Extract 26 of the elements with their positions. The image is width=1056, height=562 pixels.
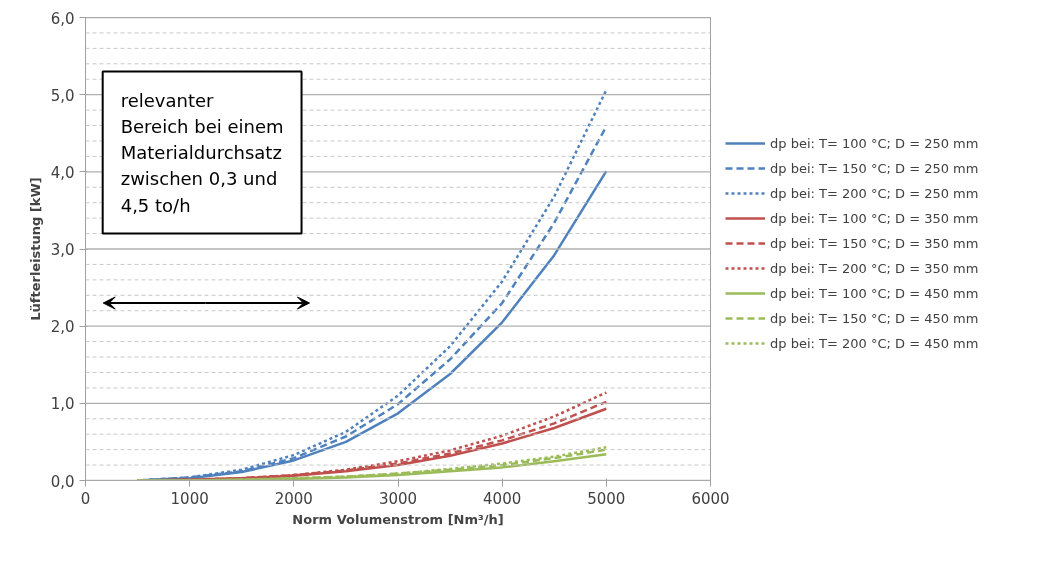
y-tick-label: 3,0: [50, 241, 75, 259]
legend-label: dp bei: T= 200 °C; D = 350 mm: [770, 260, 979, 276]
legend-label: dp bei: T= 150 °C; D = 350 mm: [770, 235, 979, 251]
x-tick-label: 1000: [170, 489, 209, 508]
y-tick-label: 0,0: [50, 472, 75, 491]
x-tick-label: 6000: [691, 489, 730, 508]
legend-label: dp bei: T= 100 °C; D = 250 mm: [770, 135, 979, 151]
legend-label: dp bei: T= 100 °C; D = 450 mm: [770, 285, 979, 301]
x-tick-label: 0: [80, 489, 91, 508]
legend-label: dp bei: T= 150 °C; D = 450 mm: [770, 310, 979, 326]
y-axis-title: Lüfterleistung [kW]: [27, 177, 43, 321]
legend-label: dp bei: T= 100 °C; D = 350 mm: [770, 210, 979, 226]
y-tick-label: 2,0: [50, 318, 75, 337]
x-tick-label: 3000: [378, 489, 418, 508]
legend-label: dp bei: T= 200 °C; D = 250 mm: [770, 185, 979, 201]
y-tick-label: 5,0: [50, 86, 75, 105]
x-tick-label: 2000: [274, 489, 313, 508]
annotation: relevanter Bereich bei einem Materialdurchsatz zwischen 0,3 und 4,5 to/h: [120, 89, 284, 216]
y-tick-label: 1,0: [50, 395, 75, 414]
x-axis-title: Norm Volumenstrom [Nm³/h]: [292, 511, 504, 527]
y-tick-label: 6,0: [50, 9, 75, 28]
x-tick-label: 5000: [587, 489, 626, 508]
y-tick-label: 4,0: [50, 163, 75, 182]
x-tick-label: 4000: [483, 489, 522, 508]
legend-label: dp bei: T= 150 °C; D = 250 mm: [770, 160, 979, 176]
legend-label: dp bei: T= 200 °C; D = 450 mm: [770, 335, 979, 351]
